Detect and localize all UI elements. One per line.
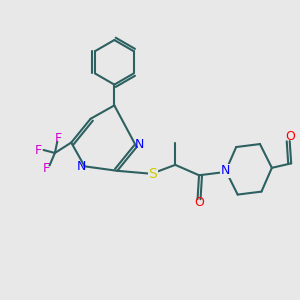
Text: N: N: [77, 160, 86, 173]
Text: S: S: [148, 167, 157, 181]
Text: F: F: [35, 143, 42, 157]
Text: O: O: [194, 196, 204, 208]
Text: F: F: [42, 162, 50, 175]
Text: F: F: [54, 132, 61, 145]
Text: N: N: [134, 138, 144, 151]
Text: O: O: [285, 130, 295, 143]
Text: N: N: [221, 164, 230, 177]
